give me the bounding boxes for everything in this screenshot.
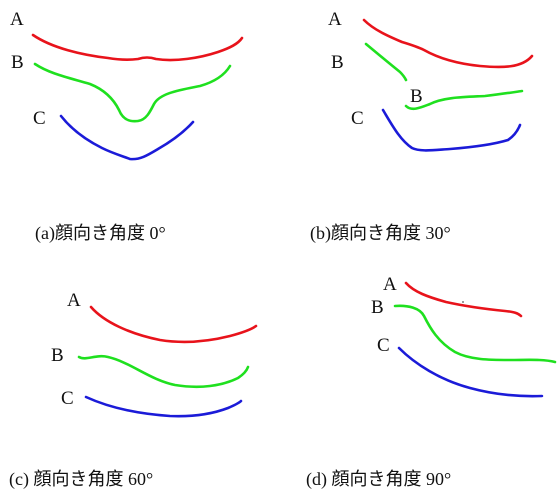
- panel-c: A B C (c) 顔向き角度 60°: [9, 290, 256, 490]
- panel-b-curve-B2: [406, 91, 522, 109]
- panel-d-label-C: C: [377, 335, 390, 356]
- panel-a-label-B: B: [11, 52, 24, 73]
- panel-d: A B C (d) 顔向き角度 90°: [306, 274, 555, 490]
- panel-a-curve-C: [61, 116, 193, 159]
- panel-a-curve-A: [33, 35, 242, 60]
- panel-c-curve-B: [79, 356, 248, 387]
- panel-b-label-B1: B: [331, 52, 344, 73]
- panel-b: A B B C (b)顔向き角度 30°: [310, 9, 532, 244]
- panel-d-curve-A: [406, 283, 521, 316]
- panel-b-label-B2: B: [410, 86, 423, 107]
- panel-b-label-A: A: [328, 9, 342, 30]
- panel-a: A B C (a)顔向き角度 0°: [10, 9, 242, 244]
- panel-c-curve-C: [86, 397, 241, 416]
- panel-d-label-A: A: [383, 274, 397, 295]
- panel-c-curve-A: [91, 307, 256, 342]
- panel-d-label-B: B: [371, 297, 384, 318]
- panel-c-label-B: B: [51, 345, 64, 366]
- panel-b-curve-A: [364, 20, 532, 67]
- panel-b-curve-B1: [366, 44, 406, 80]
- panel-a-curve-B: [35, 64, 230, 121]
- panel-b-curve-C: [383, 110, 520, 150]
- panel-a-label-A: A: [10, 9, 24, 30]
- panel-a-label-C: C: [33, 108, 46, 129]
- panel-a-caption: (a)顔向き角度 0°: [35, 223, 166, 244]
- panel-c-label-C: C: [61, 388, 74, 409]
- panel-c-caption: (c) 顔向き角度 60°: [9, 469, 153, 490]
- panel-d-dot: [462, 301, 464, 303]
- panel-d-caption: (d) 顔向き角度 90°: [306, 469, 451, 490]
- panel-b-caption: (b)顔向き角度 30°: [310, 223, 451, 244]
- panel-d-curve-B: [395, 306, 555, 362]
- panel-c-label-A: A: [67, 290, 81, 311]
- panel-d-curve-C: [399, 348, 542, 396]
- panel-b-label-C: C: [351, 108, 364, 129]
